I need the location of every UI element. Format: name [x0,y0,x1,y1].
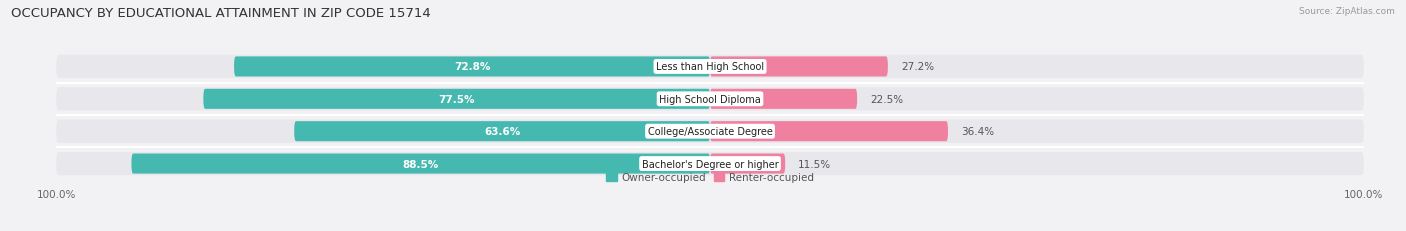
FancyBboxPatch shape [56,55,1364,79]
Text: 72.8%: 72.8% [454,62,491,72]
Text: Less than High School: Less than High School [657,62,763,72]
FancyBboxPatch shape [710,57,887,77]
Text: OCCUPANCY BY EDUCATIONAL ATTAINMENT IN ZIP CODE 15714: OCCUPANCY BY EDUCATIONAL ATTAINMENT IN Z… [11,7,432,20]
Text: High School Diploma: High School Diploma [659,94,761,104]
FancyBboxPatch shape [233,57,710,77]
Legend: Owner-occupied, Renter-occupied: Owner-occupied, Renter-occupied [602,168,818,187]
Text: 77.5%: 77.5% [439,94,475,104]
Text: 63.6%: 63.6% [484,127,520,137]
Text: 36.4%: 36.4% [962,127,994,137]
FancyBboxPatch shape [710,89,858,109]
Text: College/Associate Degree: College/Associate Degree [648,127,772,137]
Text: 11.5%: 11.5% [799,159,831,169]
FancyBboxPatch shape [204,89,710,109]
Text: Source: ZipAtlas.com: Source: ZipAtlas.com [1299,7,1395,16]
FancyBboxPatch shape [710,154,785,174]
Text: 27.2%: 27.2% [901,62,934,72]
FancyBboxPatch shape [710,122,948,142]
FancyBboxPatch shape [56,152,1364,176]
FancyBboxPatch shape [131,154,710,174]
Text: 88.5%: 88.5% [402,159,439,169]
Text: Bachelor's Degree or higher: Bachelor's Degree or higher [641,159,779,169]
FancyBboxPatch shape [294,122,710,142]
FancyBboxPatch shape [56,120,1364,143]
FancyBboxPatch shape [56,88,1364,111]
Text: 22.5%: 22.5% [870,94,903,104]
